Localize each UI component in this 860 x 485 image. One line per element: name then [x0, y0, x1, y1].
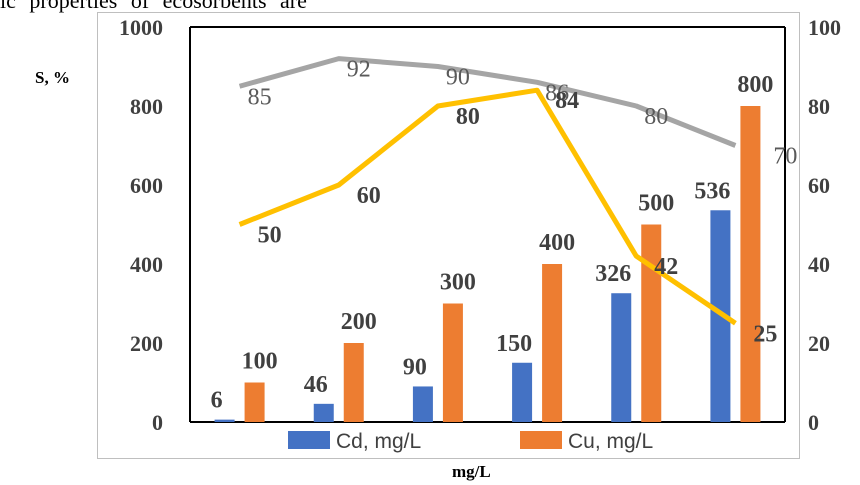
gray-line-data-label: 92 [347, 57, 371, 83]
left-axis-tick-label: 1000 [119, 15, 163, 40]
bar-cd [313, 403, 334, 422]
gray-line-data-label: 86 [545, 80, 569, 106]
yellow-line-data-label: 50 [258, 223, 282, 249]
right-axis-tick-label: 40 [808, 252, 830, 277]
cu-data-label: 100 [242, 349, 278, 375]
bar-cd [214, 419, 235, 422]
gray-line-data-label: 70 [773, 144, 797, 170]
cd-data-label: 536 [694, 178, 730, 204]
left-axis-tick-label: 200 [130, 331, 163, 356]
cd-data-label: 90 [403, 354, 427, 380]
left-axis-tick-label: 400 [130, 252, 163, 277]
bar-cu [740, 106, 761, 422]
legend-label-cu: Cu, mg/L [568, 430, 653, 453]
cd-data-label: 150 [496, 331, 532, 357]
gray-line-data-label: 90 [446, 65, 470, 91]
legend-label-cd: Cd, mg/L [336, 430, 421, 453]
gray-line-data-label: 85 [248, 84, 272, 110]
gray-line-data-label: 80 [644, 104, 668, 130]
bar-cu [542, 264, 563, 422]
bar-cd [611, 293, 632, 422]
legend-swatch-cu [520, 431, 562, 449]
left-axis-tick-label: 600 [130, 173, 163, 198]
x-axis-unit-label: mg/L [452, 462, 491, 481]
yellow-line-data-label: 80 [456, 104, 480, 130]
bar-cu [244, 382, 265, 422]
cd-data-label: 6 [211, 388, 223, 414]
right-axis-tick-label: 100 [808, 15, 841, 40]
cu-data-label: 500 [638, 191, 674, 217]
left-axis-tick-label: 800 [130, 94, 163, 119]
yellow-line-series [238, 87, 737, 326]
cu-data-label: 400 [539, 230, 575, 256]
left-axis-tick-label: 0 [152, 410, 163, 435]
cu-data-label: 800 [737, 72, 773, 98]
yellow-line-data-label: 42 [654, 254, 678, 280]
right-axis-tick-label: 60 [808, 173, 830, 198]
bar-cd [710, 210, 731, 422]
gray-line-series [238, 56, 737, 148]
bar-cd [512, 362, 533, 422]
bar-cu [442, 303, 463, 422]
bar-cu [343, 343, 364, 422]
chart-frame [97, 12, 800, 459]
yellow-line-data-label: 60 [357, 183, 381, 209]
legend-swatch-cd [288, 431, 330, 449]
bar-cd [412, 386, 433, 422]
cd-data-label: 326 [595, 261, 631, 287]
yellow-line-data-label: 25 [753, 321, 777, 347]
page-top-text: ic properties of ecosorbents are [0, 0, 307, 13]
right-axis-tick-label: 0 [808, 410, 819, 435]
cu-data-label: 200 [341, 309, 377, 335]
right-axis-tick-label: 20 [808, 331, 830, 356]
cu-data-label: 300 [440, 270, 476, 296]
y-axis-unit-label: S, % [35, 68, 70, 87]
yellow-line-data-label: 84 [555, 88, 579, 114]
cd-data-label: 46 [304, 372, 328, 398]
right-axis-tick-label: 80 [808, 94, 830, 119]
bar-cu [641, 224, 662, 422]
